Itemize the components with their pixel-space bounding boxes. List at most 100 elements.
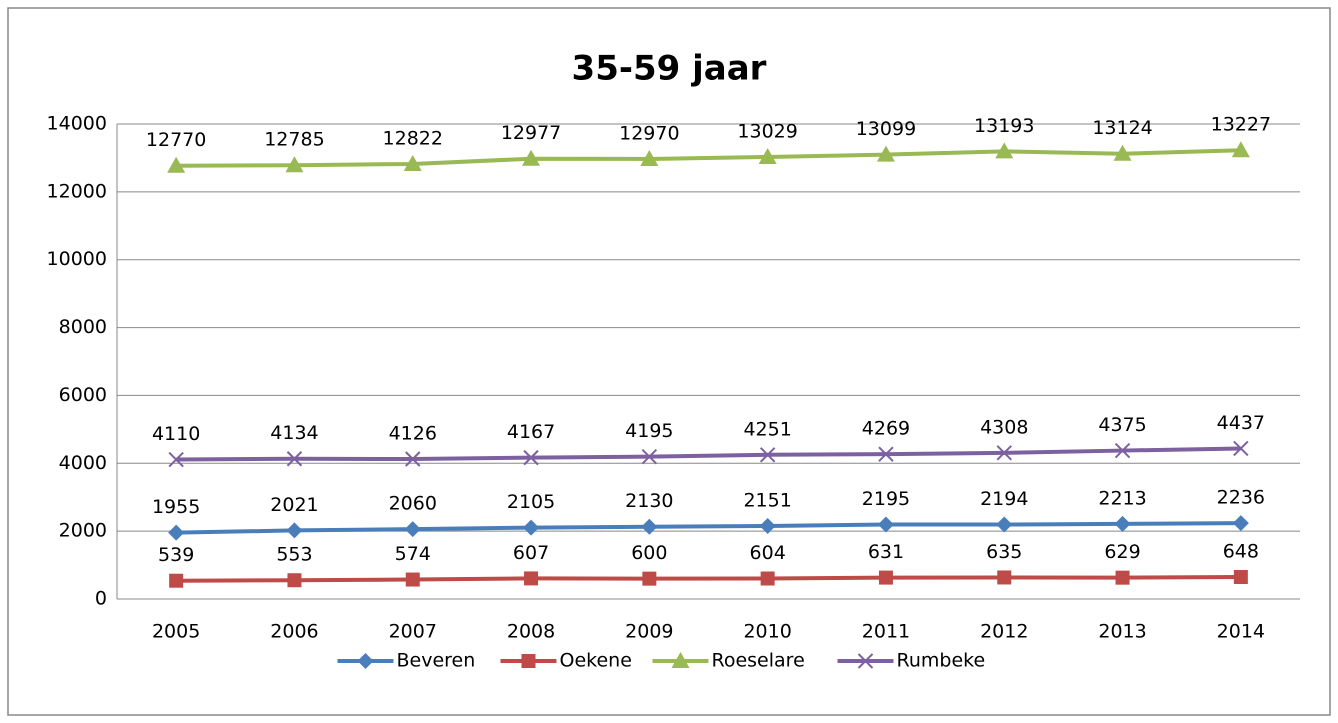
point (758, 147, 777, 164)
x-tick-label: 2010 (743, 621, 791, 643)
legend-marker (857, 653, 874, 669)
series-line (176, 148, 1241, 168)
point (1231, 141, 1250, 158)
point (286, 451, 303, 467)
data-label: 12977 (501, 122, 561, 144)
point (1114, 515, 1131, 532)
data-label: 2130 (625, 490, 673, 512)
data-label: 13124 (1092, 117, 1152, 139)
data-label: 13193 (974, 115, 1034, 137)
data-label: 4437 (1217, 412, 1265, 434)
data-label: 607 (513, 542, 549, 564)
point (285, 156, 304, 173)
x-tick-label: 2005 (152, 621, 200, 643)
chart-border (7, 7, 1331, 716)
series-line (176, 521, 1241, 535)
y-tick-label: 0 (95, 588, 107, 610)
data-label: 631 (868, 541, 904, 563)
point (405, 451, 421, 467)
data-label: 2151 (743, 490, 791, 512)
x-tick-label: 2013 (1098, 621, 1146, 643)
point (759, 447, 776, 463)
y-tick-label: 6000 (59, 384, 107, 406)
data-label: 553 (276, 544, 312, 566)
legend-label: Rumbeke (897, 650, 986, 672)
series-line (176, 446, 1241, 462)
data-label: 4251 (743, 418, 791, 440)
legend-label: Beveren (397, 650, 476, 672)
y-tick-label: 8000 (59, 316, 107, 338)
data-label: 12970 (619, 122, 679, 144)
point (876, 145, 895, 162)
legend-label: Roeselare (712, 650, 805, 672)
data-label: 574 (395, 543, 431, 565)
chart-title: 35-59 jaar (572, 49, 767, 89)
data-label: 4126 (389, 423, 437, 445)
data-label: 4110 (152, 423, 200, 445)
point (522, 149, 541, 166)
point (878, 446, 894, 462)
point (995, 142, 1014, 159)
point (1114, 442, 1131, 459)
point (169, 573, 184, 588)
data-label: 539 (158, 544, 194, 566)
point (523, 449, 539, 466)
point (167, 156, 186, 173)
point (1233, 440, 1249, 457)
point (996, 516, 1013, 533)
data-label: 600 (631, 542, 667, 564)
point (759, 518, 776, 535)
point (996, 445, 1012, 461)
point (878, 570, 893, 585)
data-label: 1955 (152, 496, 200, 518)
data-label: 12785 (264, 129, 324, 151)
data-label: 2021 (270, 494, 318, 516)
point (1232, 515, 1249, 532)
x-tick-label: 2012 (980, 621, 1028, 643)
legend-marker (671, 652, 690, 668)
point (403, 154, 422, 171)
x-tick-label: 2006 (270, 621, 318, 643)
point (523, 519, 540, 536)
data-label: 2195 (862, 488, 910, 510)
point (524, 571, 539, 586)
point (641, 448, 658, 465)
data-label: 629 (1104, 541, 1140, 563)
data-label: 648 (1223, 541, 1259, 563)
point (168, 451, 184, 468)
x-tick-label: 2007 (389, 621, 437, 643)
legend-label: Oekene (560, 650, 632, 672)
data-label: 13029 (737, 120, 797, 142)
data-label: 12770 (146, 129, 206, 151)
point (168, 524, 185, 541)
point (760, 571, 775, 586)
data-label: 2236 (1217, 487, 1265, 509)
point (287, 573, 302, 588)
x-tick-label: 2014 (1217, 621, 1265, 643)
data-label: 604 (750, 542, 786, 564)
x-tick-label: 2009 (625, 621, 673, 643)
legend-marker (521, 654, 536, 668)
data-label: 13099 (856, 118, 916, 140)
point (640, 149, 659, 166)
y-tick-label: 12000 (47, 180, 107, 202)
data-label: 2060 (389, 493, 437, 515)
point (1113, 144, 1132, 161)
data-label: 4308 (980, 416, 1028, 438)
x-tick-label: 2011 (862, 621, 910, 643)
data-label: 4167 (507, 421, 555, 443)
point (641, 518, 658, 535)
x-tick-label: 2008 (507, 621, 555, 643)
data-label: 4134 (270, 422, 318, 444)
legend-marker (357, 653, 374, 669)
y-tick-label: 4000 (59, 452, 107, 474)
point (997, 570, 1012, 585)
point (877, 516, 894, 533)
data-label: 12822 (383, 127, 443, 149)
y-tick-label: 14000 (47, 113, 107, 135)
series-line (176, 575, 1241, 583)
point (1233, 570, 1248, 585)
data-label: 2213 (1098, 487, 1146, 509)
data-label: 4269 (862, 418, 910, 440)
